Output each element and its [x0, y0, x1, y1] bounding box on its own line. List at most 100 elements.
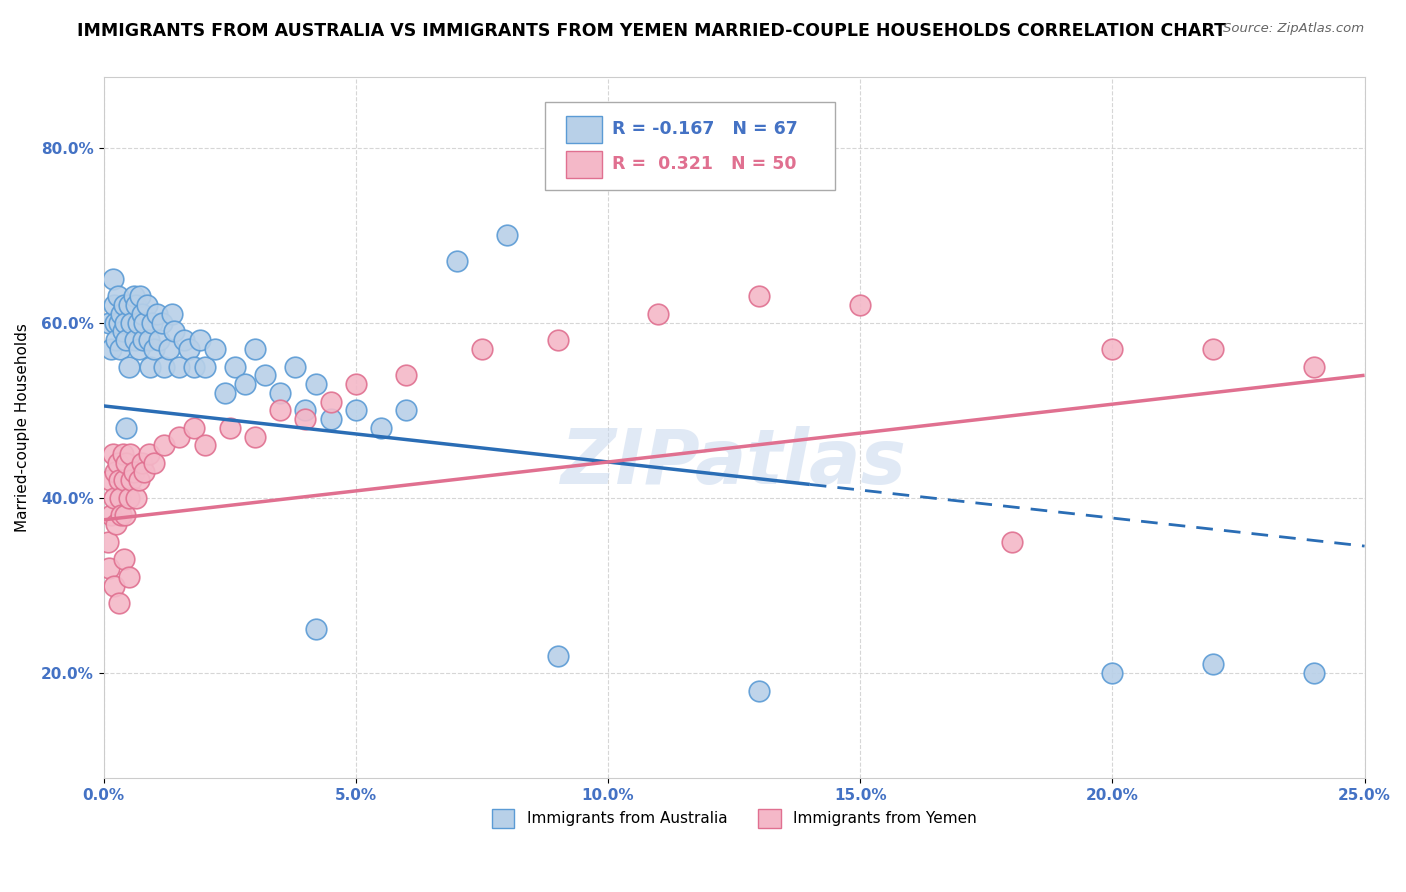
Point: [547, 333, 569, 347]
Point: [97, 316, 120, 330]
Point: [153, 438, 176, 452]
Point: [103, 298, 125, 312]
Point: [319, 412, 342, 426]
Point: [169, 429, 191, 443]
Point: [103, 491, 125, 505]
Text: ZIPatlas: ZIPatlas: [561, 425, 907, 500]
Point: [107, 289, 129, 303]
Point: [118, 570, 141, 584]
Point: [148, 333, 170, 347]
Point: [1202, 657, 1225, 672]
Point: [135, 298, 157, 312]
Point: [254, 368, 277, 383]
FancyBboxPatch shape: [546, 102, 835, 190]
Point: [138, 333, 160, 347]
Point: [194, 438, 217, 452]
Point: [132, 465, 155, 479]
Point: [131, 456, 153, 470]
Point: [101, 272, 124, 286]
Point: [127, 316, 149, 330]
Point: [243, 429, 266, 443]
Point: [124, 333, 146, 347]
Point: [218, 421, 240, 435]
Point: [114, 316, 136, 330]
Point: [284, 359, 307, 374]
Point: [120, 316, 142, 330]
Point: [153, 359, 176, 374]
Point: [118, 491, 141, 505]
Point: [108, 596, 131, 610]
Point: [395, 403, 418, 417]
Text: Source: ZipAtlas.com: Source: ZipAtlas.com: [1223, 22, 1364, 36]
Point: [214, 385, 236, 400]
Point: [1000, 534, 1022, 549]
Text: IMMIGRANTS FROM AUSTRALIA VS IMMIGRANTS FROM YEMEN MARRIED-COUPLE HOUSEHOLDS COR: IMMIGRANTS FROM AUSTRALIA VS IMMIGRANTS …: [77, 22, 1226, 40]
Point: [188, 333, 211, 347]
Point: [125, 491, 148, 505]
Text: R = -0.167   N = 67: R = -0.167 N = 67: [612, 120, 797, 138]
Point: [112, 552, 135, 566]
Point: [344, 377, 367, 392]
Point: [319, 394, 342, 409]
Point: [143, 342, 166, 356]
Point: [108, 474, 131, 488]
Point: [163, 325, 186, 339]
Point: [100, 342, 122, 356]
Text: R =  0.321   N = 50: R = 0.321 N = 50: [612, 155, 796, 173]
Point: [118, 359, 141, 374]
Point: [471, 342, 494, 356]
Point: [269, 403, 291, 417]
Point: [118, 298, 141, 312]
Point: [132, 333, 155, 347]
Point: [128, 474, 150, 488]
Point: [97, 561, 120, 575]
Point: [157, 342, 180, 356]
Point: [496, 228, 519, 243]
Point: [108, 491, 131, 505]
Point: [115, 421, 138, 435]
Point: [100, 508, 122, 523]
Point: [108, 316, 131, 330]
Point: [104, 465, 127, 479]
FancyBboxPatch shape: [567, 151, 602, 178]
Point: [344, 403, 367, 417]
Point: [143, 456, 166, 470]
Point: [204, 342, 226, 356]
Point: [129, 289, 152, 303]
Point: [179, 342, 201, 356]
Point: [183, 421, 205, 435]
FancyBboxPatch shape: [567, 116, 602, 143]
Point: [233, 377, 256, 392]
Point: [1202, 342, 1225, 356]
Point: [138, 447, 160, 461]
Point: [125, 298, 148, 312]
Point: [547, 648, 569, 663]
Point: [1101, 666, 1123, 681]
Point: [141, 316, 163, 330]
Point: [748, 683, 770, 698]
Point: [122, 289, 145, 303]
Point: [97, 534, 120, 549]
Y-axis label: Married-couple Households: Married-couple Households: [15, 324, 30, 533]
Point: [120, 474, 142, 488]
Point: [111, 447, 134, 461]
Point: [395, 368, 418, 383]
Point: [294, 412, 316, 426]
Point: [112, 474, 135, 488]
Point: [107, 456, 129, 470]
Point: [115, 333, 138, 347]
Point: [108, 342, 131, 356]
Point: [224, 359, 246, 374]
Point: [849, 298, 872, 312]
Point: [101, 447, 124, 461]
Point: [132, 316, 155, 330]
Point: [118, 447, 141, 461]
Point: [115, 456, 138, 470]
Point: [446, 254, 468, 268]
Point: [112, 298, 135, 312]
Point: [294, 403, 316, 417]
Point: [370, 421, 392, 435]
Point: [1303, 666, 1326, 681]
Point: [122, 465, 145, 479]
Point: [173, 333, 195, 347]
